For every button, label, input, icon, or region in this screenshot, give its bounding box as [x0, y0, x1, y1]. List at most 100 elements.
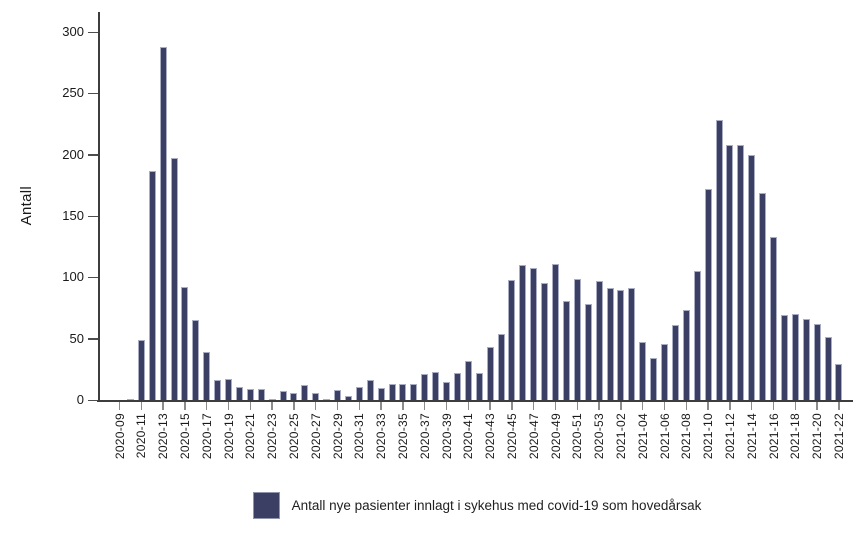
bar	[279, 391, 287, 400]
x-tick-label: 2021-20	[810, 413, 825, 460]
bar	[148, 170, 156, 400]
bar	[573, 278, 581, 400]
x-tick-label: 2020-27	[308, 413, 323, 460]
bar	[235, 386, 243, 400]
x-tick	[227, 402, 230, 410]
bar	[432, 371, 440, 400]
bar	[323, 398, 331, 400]
bar	[334, 390, 341, 400]
bar	[737, 144, 745, 400]
bar	[268, 398, 276, 400]
x-tick-label: 2020-47	[526, 413, 541, 460]
bar	[595, 281, 603, 400]
bar	[203, 352, 211, 400]
y-tick	[88, 399, 98, 401]
legend-swatch	[252, 491, 280, 519]
bar	[650, 358, 658, 400]
bar	[344, 396, 352, 400]
y-axis-line	[98, 12, 100, 402]
x-tick	[729, 402, 731, 410]
bar	[541, 283, 549, 400]
x-tick-label: 2021-02	[613, 413, 628, 460]
bar	[584, 304, 592, 400]
x-tick-label: 2020-21	[243, 413, 258, 460]
x-tick	[663, 402, 666, 410]
x-tick-label: 2020-11	[134, 413, 149, 459]
bar	[770, 236, 777, 400]
bar	[312, 392, 320, 400]
x-tick	[816, 402, 818, 410]
bar	[355, 386, 363, 400]
bar	[410, 384, 418, 400]
bar	[246, 388, 254, 400]
bar	[813, 323, 821, 400]
bar	[519, 265, 527, 400]
bar	[693, 271, 701, 400]
bar	[628, 288, 636, 400]
bar	[475, 373, 483, 400]
bar	[377, 387, 385, 400]
bar	[290, 392, 298, 400]
bar	[192, 320, 200, 400]
x-tick	[750, 402, 753, 410]
x-tick-label: 2021-12	[722, 413, 737, 460]
x-tick-label: 2020-31	[352, 413, 367, 460]
x-tick-label: 2020-37	[417, 413, 432, 460]
bar	[617, 289, 625, 400]
x-tick	[118, 402, 121, 410]
bar	[225, 379, 232, 400]
x-tick	[358, 402, 361, 410]
x-tick-label: 2020-17	[199, 413, 214, 460]
x-tick-label: 2021-22	[831, 413, 846, 460]
bar	[704, 189, 712, 400]
x-tick	[293, 402, 295, 410]
bar	[530, 267, 538, 400]
x-tick-label: 2020-25	[286, 413, 301, 460]
x-tick	[794, 402, 797, 410]
x-tick	[489, 402, 491, 410]
bar	[671, 325, 679, 400]
bar	[562, 300, 570, 400]
x-tick	[620, 402, 622, 410]
x-tick	[271, 402, 273, 410]
x-tick	[162, 402, 164, 410]
x-tick-label: 2020-53	[592, 413, 607, 460]
x-tick	[641, 402, 644, 410]
legend-label: Antall nye pasienter innlagt i sykehus m…	[291, 497, 702, 513]
bar	[399, 384, 407, 400]
y-axis-title: Antall	[18, 186, 35, 226]
bar	[181, 287, 189, 400]
x-tick	[402, 402, 404, 410]
x-tick	[554, 402, 557, 410]
x-tick-label: 2020-49	[548, 413, 563, 460]
bar	[486, 347, 494, 400]
bar	[780, 315, 788, 400]
x-tick	[380, 402, 382, 410]
x-tick-label: 2020-41	[461, 413, 476, 460]
y-tick-label: 300	[62, 24, 84, 39]
bar	[214, 380, 222, 400]
x-tick-label: 2021-04	[635, 413, 650, 460]
y-tick	[88, 215, 98, 217]
y-tick-label: 100	[62, 269, 84, 285]
x-tick	[249, 402, 252, 410]
x-tick-label: 2021-16	[766, 413, 781, 460]
x-tick	[205, 402, 208, 410]
x-axis-line	[97, 400, 853, 402]
bar	[388, 384, 396, 400]
bar	[791, 314, 799, 400]
bar	[715, 120, 723, 400]
bar	[508, 279, 516, 400]
bar	[159, 46, 167, 400]
y-tick	[88, 31, 98, 33]
bar	[421, 374, 429, 400]
y-tick	[88, 92, 98, 95]
x-tick-label: 2020-09	[112, 413, 127, 460]
y-tick	[88, 154, 98, 156]
bar	[824, 337, 832, 400]
x-tick	[838, 402, 840, 410]
legend: Antall nye pasienter innlagt i sykehus m…	[100, 488, 854, 522]
x-tick-label: 2020-45	[504, 413, 519, 460]
bar	[301, 385, 309, 400]
